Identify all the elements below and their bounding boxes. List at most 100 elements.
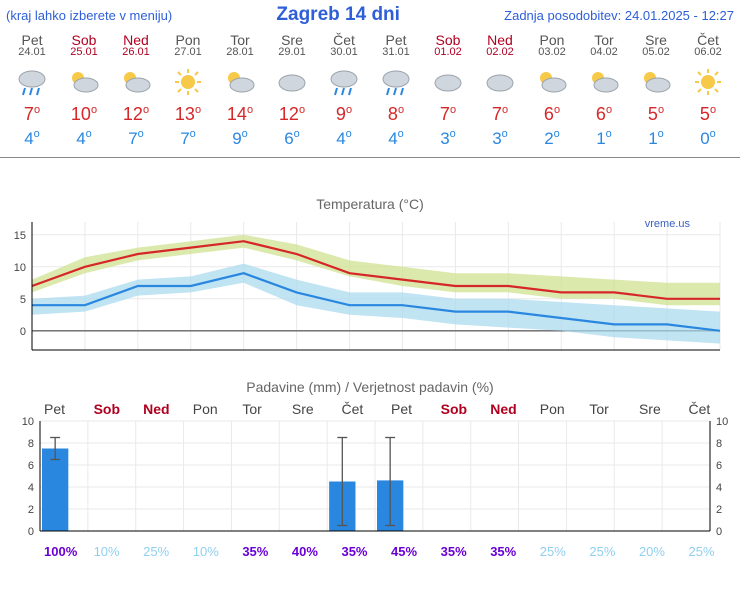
svg-text:2: 2	[28, 504, 34, 516]
attribution-label: vreme.us	[645, 218, 690, 230]
precip-day-of-week: Sob	[90, 401, 140, 417]
weather-icon	[6, 64, 58, 100]
low-temp: 4o	[370, 129, 422, 149]
precip-day-of-week: Tor	[238, 401, 288, 417]
low-temp: 1o	[630, 129, 682, 149]
day-date: 25.01	[58, 46, 110, 58]
day-date: 06.02	[682, 46, 734, 58]
precip-probability: 35%	[238, 544, 288, 559]
svg-text:10: 10	[716, 417, 728, 428]
forecast-day: Tor04.026o1o	[578, 32, 630, 149]
svg-text:6: 6	[28, 460, 34, 472]
forecast-day: Sre29.0112o6o	[266, 32, 318, 149]
high-temp: 13o	[162, 104, 214, 125]
weather-icon	[58, 64, 110, 100]
high-temp: 7o	[6, 104, 58, 125]
precip-day-of-week: Čet	[685, 401, 735, 417]
precip-day-of-week: Ned	[486, 401, 536, 417]
day-date: 31.01	[370, 46, 422, 58]
weather-icon	[162, 64, 214, 100]
precip-day-of-week: Pon	[189, 401, 239, 417]
svg-text:0: 0	[20, 326, 26, 338]
precip-probability: 10%	[189, 544, 239, 559]
day-date: 27.01	[162, 46, 214, 58]
day-date: 04.02	[578, 46, 630, 58]
precip-probability: 35%	[337, 544, 387, 559]
svg-text:10: 10	[14, 262, 26, 274]
high-temp: 6o	[578, 104, 630, 125]
precip-probability: 35%	[486, 544, 536, 559]
precip-probability: 25%	[536, 544, 586, 559]
forecast-day: Ned02.027o3o	[474, 32, 526, 149]
svg-text:2: 2	[716, 504, 722, 516]
weather-icon	[682, 64, 734, 100]
weather-icon	[214, 64, 266, 100]
precip-day-of-week: Pon	[536, 401, 586, 417]
high-temp: 5o	[630, 104, 682, 125]
header-row: (kraj lahko izberete v meniju) Zagreb 14…	[0, 0, 740, 30]
temperature-section: Temperatura (°C) vreme.us 051015	[0, 158, 740, 369]
precip-day-of-week: Sob	[437, 401, 487, 417]
precip-chart-svg: 00224466881010	[0, 417, 740, 537]
day-date: 03.02	[526, 46, 578, 58]
forecast-day: Pon27.0113o7o	[162, 32, 214, 149]
weather-icon	[578, 64, 630, 100]
day-date: 26.01	[110, 46, 162, 58]
weather-icon	[266, 64, 318, 100]
forecast-day: Čet06.025o0o	[682, 32, 734, 149]
precip-probability: 100%	[40, 544, 90, 559]
svg-text:4: 4	[28, 482, 34, 494]
last-updated: Zadnja posodobitev: 24.01.2025 - 12:27	[504, 8, 734, 23]
precip-probability-row: 100%10%25%10%35%40%35%45%35%35%25%25%20%…	[0, 542, 740, 563]
forecast-day: Pet31.018o4o	[370, 32, 422, 149]
day-date: 02.02	[474, 46, 526, 58]
low-temp: 3o	[422, 129, 474, 149]
forecast-day: Sob25.0110o4o	[58, 32, 110, 149]
menu-note[interactable]: (kraj lahko izberete v meniju)	[6, 8, 172, 23]
weather-icon	[318, 64, 370, 100]
precip-day-of-week: Pet	[40, 401, 90, 417]
precip-probability: 25%	[585, 544, 635, 559]
day-date: 24.01	[6, 46, 58, 58]
low-temp: 4o	[318, 129, 370, 149]
precip-day-of-week: Pet	[387, 401, 437, 417]
low-temp: 7o	[162, 129, 214, 149]
svg-text:15: 15	[14, 230, 26, 242]
day-date: 28.01	[214, 46, 266, 58]
temperature-chart: vreme.us 051015	[0, 214, 740, 369]
weather-icon	[370, 64, 422, 100]
precip-day-of-week: Tor	[585, 401, 635, 417]
svg-text:8: 8	[716, 438, 722, 450]
precip-probability: 20%	[635, 544, 685, 559]
svg-text:8: 8	[28, 438, 34, 450]
weather-icon	[630, 64, 682, 100]
day-date: 05.02	[630, 46, 682, 58]
weather-icon	[110, 64, 162, 100]
precip-days-row: PetSobNedPonTorSreČetPetSobNedPonTorSreČ…	[0, 397, 740, 417]
low-temp: 9o	[214, 129, 266, 149]
weather-icon	[474, 64, 526, 100]
svg-text:0: 0	[28, 526, 34, 537]
svg-text:10: 10	[22, 417, 34, 428]
forecast-day: Sre05.025o1o	[630, 32, 682, 149]
low-temp: 3o	[474, 129, 526, 149]
precip-probability: 40%	[288, 544, 338, 559]
high-temp: 10o	[58, 104, 110, 125]
forecast-day: Sob01.027o3o	[422, 32, 474, 149]
low-temp: 4o	[6, 129, 58, 149]
precip-probability: 25%	[139, 544, 189, 559]
forecast-days-row: Pet24.017o4oSob25.0110o4oNed26.0112o7oPo…	[0, 30, 740, 158]
high-temp: 7o	[422, 104, 474, 125]
day-date: 29.01	[266, 46, 318, 58]
low-temp: 0o	[682, 129, 734, 149]
high-temp: 8o	[370, 104, 422, 125]
low-temp: 4o	[58, 129, 110, 149]
high-temp: 12o	[266, 104, 318, 125]
svg-text:6: 6	[716, 460, 722, 472]
precip-day-of-week: Ned	[139, 401, 189, 417]
low-temp: 1o	[578, 129, 630, 149]
precip-probability: 10%	[90, 544, 140, 559]
high-temp: 12o	[110, 104, 162, 125]
precip-probability: 25%	[685, 544, 735, 559]
forecast-day: Tor28.0114o9o	[214, 32, 266, 149]
